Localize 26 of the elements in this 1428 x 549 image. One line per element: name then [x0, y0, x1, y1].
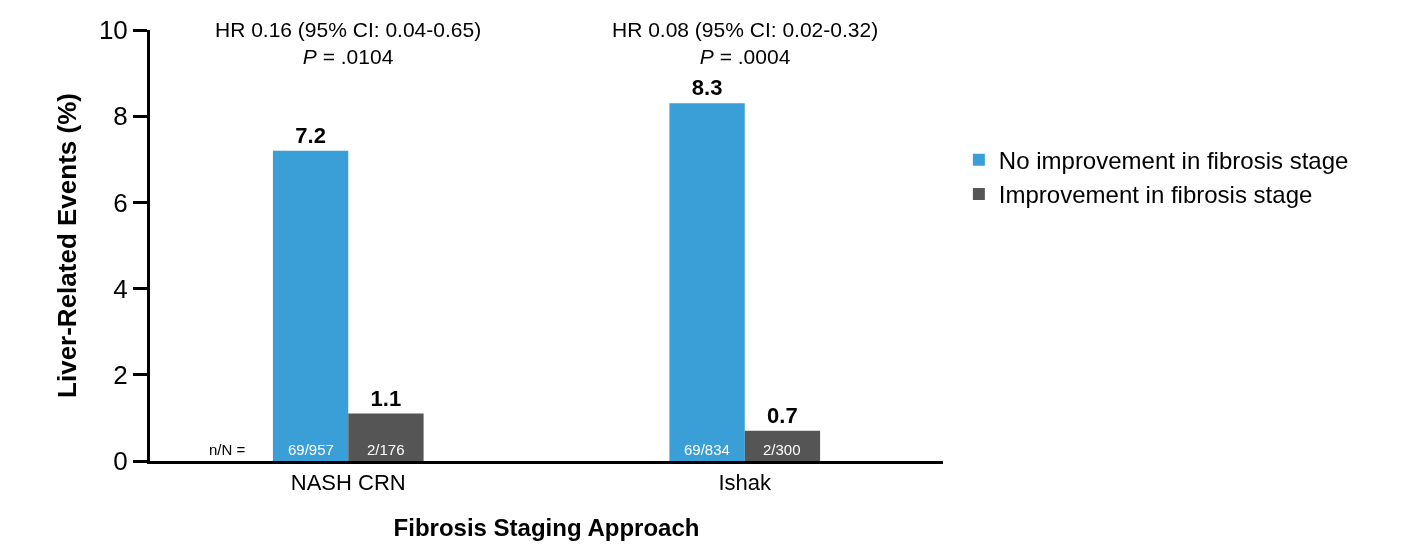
y-tick-label: 2	[113, 359, 128, 390]
data-label: 1.1	[370, 385, 402, 411]
data-label: 8.3	[691, 75, 723, 101]
annotation: HR 0.16 (95% CI: 0.04-0.65) P = .0104	[215, 18, 482, 69]
annotation: 69/957	[288, 441, 334, 458]
data-label: 0.7	[767, 402, 798, 428]
y-tick-label: 0	[113, 446, 128, 477]
y-tick-label: 6	[113, 187, 128, 218]
bar	[669, 103, 745, 461]
annotation: 2/300	[763, 441, 801, 458]
y-axis-title: Liver-Related Events (%)	[52, 93, 83, 398]
y-tick-label: 4	[113, 273, 128, 304]
annotation: 2/176	[367, 441, 405, 458]
bar	[348, 413, 424, 461]
annotation: HR 0.08 (95% CI: 0.02-0.32) P = .0004	[612, 18, 879, 69]
x-tick-label: NASH CRN	[290, 470, 406, 496]
y-tick-label: 8	[113, 101, 128, 132]
y-tick-label: 10	[98, 15, 128, 46]
x-tick-label: Ishak	[718, 470, 773, 496]
annotation: n/N =	[209, 441, 246, 458]
x-axis-title: Fibrosis Staging Approach	[393, 513, 700, 541]
legend-label: Improvement in fibrosis stage	[998, 181, 1313, 209]
data-label: 7.2	[295, 122, 326, 148]
legend-label: No improvement in fibrosis stage	[998, 147, 1349, 175]
bar	[272, 150, 349, 461]
annotation: 69/834	[684, 441, 730, 458]
